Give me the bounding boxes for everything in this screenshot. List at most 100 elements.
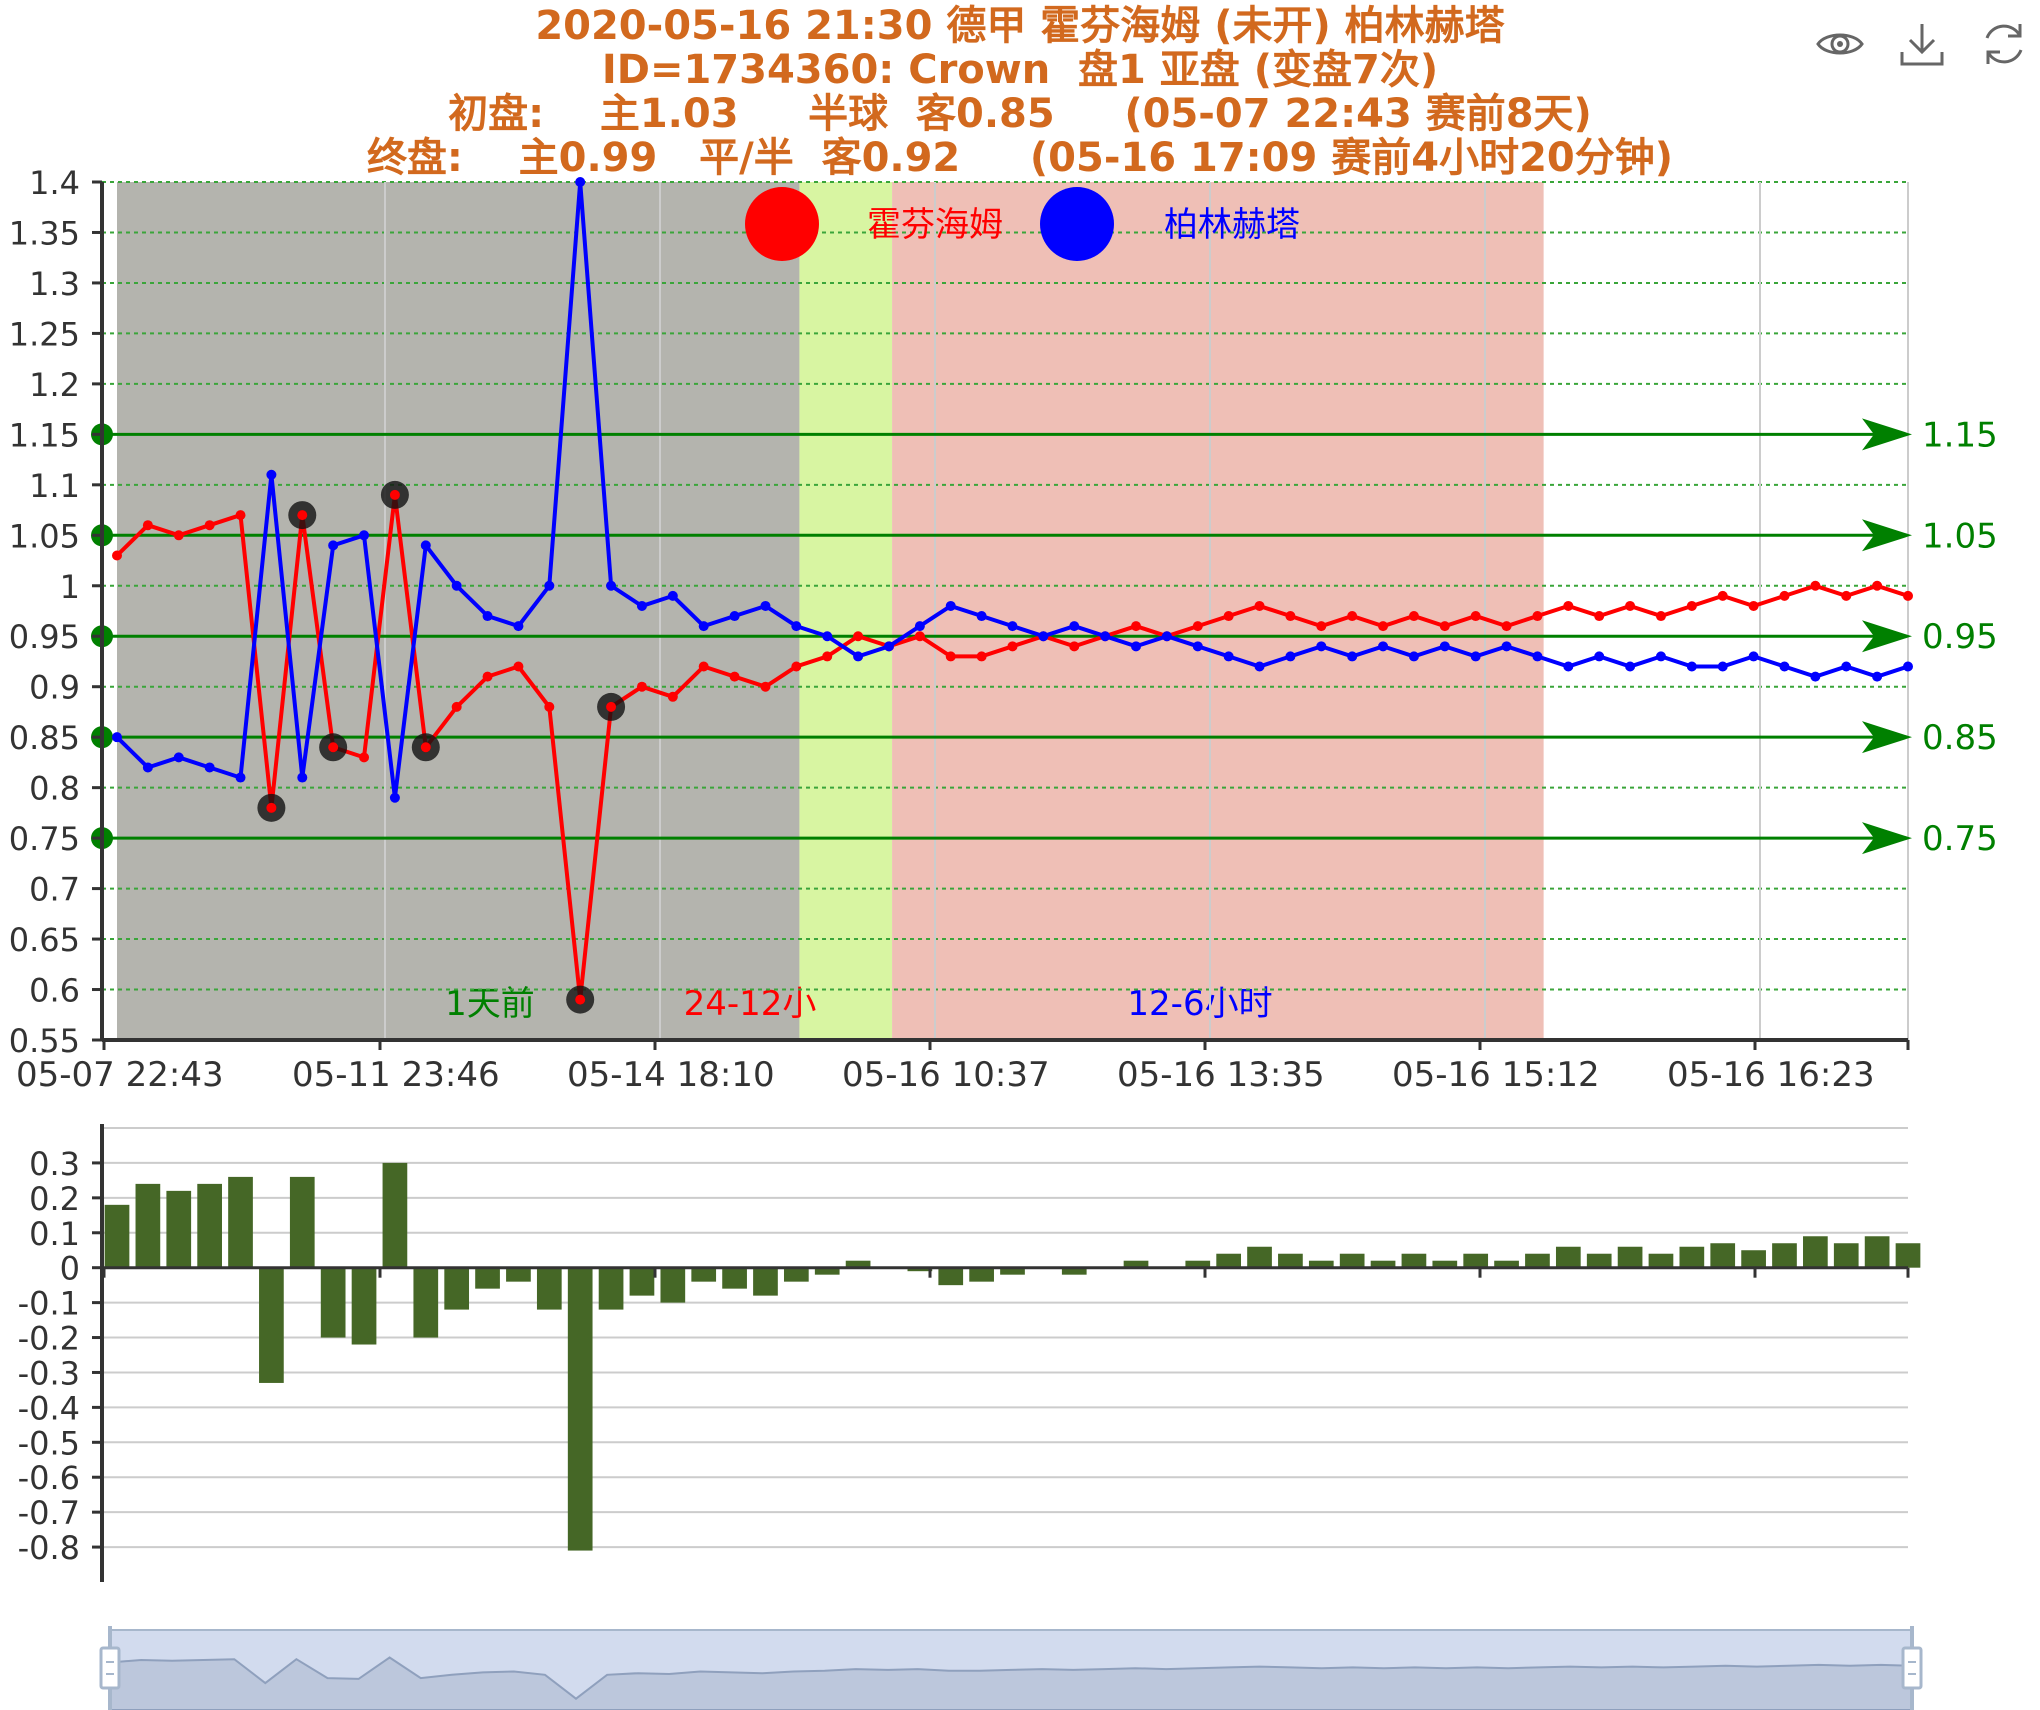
bar-chart: 0.30.20.10-0.1-0.2-0.3-0.4-0.5-0.6-0.7-0… [18, 1124, 1921, 1582]
series-point-1 [1131, 641, 1142, 652]
series-point-1 [297, 772, 308, 783]
series-point-0 [1470, 611, 1481, 622]
bar-y-tick-label: -0.4 [18, 1389, 80, 1427]
series-point-1 [1532, 651, 1543, 662]
reference-label: 0.95 [1922, 617, 1998, 657]
series-point-0 [760, 681, 771, 692]
legend: 霍芬海姆 柏林赫塔 [745, 187, 1300, 261]
series-point-0 [1655, 611, 1666, 622]
bar [320, 1267, 346, 1338]
series-point-0 [1779, 590, 1790, 601]
bar [413, 1267, 439, 1338]
series-point-1 [1038, 631, 1049, 642]
bar [1833, 1243, 1859, 1268]
y-tick-label: 1.25 [9, 315, 80, 353]
region-label-2: 12-6小时 [1127, 984, 1272, 1024]
download-icon[interactable] [1896, 18, 1948, 70]
bar [166, 1190, 192, 1268]
series-point-1 [1470, 651, 1481, 662]
series-point-0 [112, 550, 122, 561]
x-tick-label: 05-16 15:12 [1392, 1055, 1600, 1095]
series-point-1 [636, 600, 647, 611]
bar [289, 1176, 315, 1268]
series-point-0 [914, 631, 925, 642]
zoom-handle-left[interactable] [99, 1646, 121, 1690]
bar [660, 1267, 686, 1303]
y-tick-label: 0.6 [29, 972, 80, 1010]
series-point-1 [1841, 661, 1852, 672]
bar [1247, 1246, 1272, 1268]
series-point-0 [1810, 580, 1821, 591]
bar [1617, 1246, 1643, 1268]
y-tick-label: 1.35 [9, 214, 80, 252]
eye-icon[interactable] [1814, 18, 1866, 70]
series-point-0 [1903, 590, 1913, 601]
series-point-1 [1254, 661, 1265, 672]
series-point-0 [451, 701, 462, 712]
bar [1123, 1260, 1149, 1268]
series-point-1 [266, 469, 277, 480]
bar-y-tick-label: -0.1 [18, 1285, 80, 1323]
y-tick-label: 0.55 [9, 1022, 80, 1060]
y-tick-label: 1.1 [29, 467, 80, 505]
series-point-0 [1686, 600, 1697, 611]
bar [814, 1267, 840, 1275]
series-point-1 [1439, 641, 1450, 652]
series-point-1 [976, 611, 987, 622]
series-point-0 [235, 510, 246, 521]
series-point-0 [1532, 611, 1543, 622]
series-point-1 [606, 580, 617, 591]
series-point-1 [1563, 661, 1574, 672]
x-tick-label: 05-16 10:37 [842, 1055, 1050, 1095]
series-point-1 [1779, 661, 1790, 672]
reference-label: 0.75 [1922, 819, 1998, 859]
series-point-0 [1625, 600, 1636, 611]
bar [1370, 1260, 1396, 1268]
region-label-1: 24-12小 [684, 984, 817, 1024]
reference-arrow [1862, 822, 1912, 855]
refresh-icon[interactable] [1978, 18, 2030, 70]
reference-lines: 1.15 1.05 0.95 0.85 0.75 [91, 415, 1998, 859]
highlight-point-center [606, 701, 617, 712]
y-tick-label: 0.8 [29, 770, 80, 808]
y-tick-label: 1.2 [29, 366, 80, 404]
series-point-0 [1069, 641, 1080, 652]
bar [1432, 1260, 1458, 1268]
bar [1895, 1243, 1921, 1268]
bar-y-tick-label: 0.2 [29, 1180, 80, 1218]
series-point-0 [1563, 600, 1574, 611]
series-point-1 [1408, 651, 1419, 662]
bar [1061, 1267, 1087, 1275]
series-point-1 [575, 177, 586, 187]
series-point-0 [698, 661, 709, 672]
series-point-0 [1347, 611, 1358, 622]
series-point-1 [822, 631, 833, 642]
series-point-1 [1347, 651, 1358, 662]
bar [1525, 1253, 1550, 1268]
series-point-1 [1192, 641, 1203, 652]
bar [629, 1267, 655, 1296]
y-tick-label: 1 [60, 568, 80, 606]
series-point-1 [112, 732, 122, 743]
bar [691, 1267, 717, 1282]
bar [1741, 1250, 1766, 1268]
series-point-1 [914, 621, 925, 632]
bar [1555, 1246, 1581, 1268]
y-tick-label: 0.95 [9, 618, 80, 656]
series-point-0 [1254, 600, 1265, 611]
x-tick-label: 05-16 13:35 [1117, 1055, 1325, 1095]
series-point-1 [1223, 651, 1234, 662]
legend-label-1: 柏林赫塔 [1164, 205, 1300, 245]
zoom-handle-right[interactable] [1901, 1646, 1923, 1690]
series-point-1 [1655, 651, 1666, 662]
series-point-0 [945, 651, 956, 662]
region-band-0 [117, 182, 800, 1040]
series-point-1 [1161, 631, 1172, 642]
highlight-point-center [420, 742, 431, 753]
highlight-point-center [297, 510, 308, 521]
bar [1648, 1253, 1674, 1268]
axes: 0.55 0.6 0.65 0.7 0.75 0.8 0.85 0.9 0.95 1 1.05 1.1… [9, 164, 1910, 1095]
bar [197, 1183, 222, 1268]
series-point-0 [359, 752, 370, 763]
series-point-0 [544, 701, 555, 712]
